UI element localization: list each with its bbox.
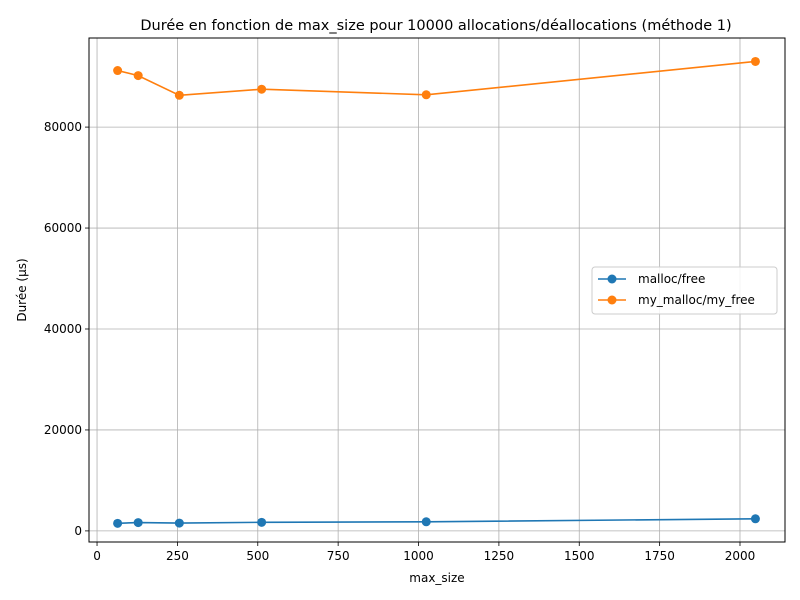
- legend-marker: [607, 274, 617, 284]
- x-tick-label: 2000: [725, 549, 756, 563]
- data-point: [113, 66, 123, 76]
- data-point: [421, 90, 431, 100]
- data-point: [257, 517, 267, 527]
- y-tick-label: 0: [74, 524, 82, 538]
- y-tick-label: 40000: [44, 322, 82, 336]
- y-tick-label: 60000: [44, 221, 82, 235]
- data-point: [750, 56, 760, 66]
- data-point: [257, 84, 267, 94]
- x-tick-label: 1000: [403, 549, 434, 563]
- data-point: [421, 517, 431, 527]
- series-my-malloc-my-free: [113, 56, 760, 100]
- plot-frame: [88, 37, 786, 543]
- legend-label: malloc/free: [638, 272, 705, 286]
- x-tick-label: 750: [327, 549, 350, 563]
- y-axis-ticks: 0 20000 40000 60000 80000: [44, 120, 89, 538]
- legend-box: [591, 266, 778, 315]
- y-tick-label: 20000: [44, 423, 82, 437]
- x-tick-label: 1250: [484, 549, 515, 563]
- x-tick-label: 1750: [644, 549, 675, 563]
- legend: malloc/free my_malloc/my_free: [591, 266, 778, 315]
- legend-marker: [607, 295, 617, 305]
- data-point: [750, 514, 760, 524]
- x-tick-label: 500: [246, 549, 269, 563]
- data-point: [174, 518, 184, 528]
- data-point: [174, 90, 184, 100]
- x-axis-label: max_size: [409, 571, 464, 585]
- x-tick-label: 0: [93, 549, 101, 563]
- plot-series: [113, 56, 760, 528]
- x-axis-ticks: 0 250 500 750 1000 1250 1500 1750 2000: [93, 542, 755, 563]
- data-point: [133, 71, 143, 81]
- y-tick-label: 80000: [44, 120, 82, 134]
- y-axis-label: Durée (µs): [15, 258, 29, 321]
- chart-title: Durée en fonction de max_size pour 10000…: [140, 18, 731, 34]
- x-tick-label: 250: [166, 549, 189, 563]
- x-tick-label: 1500: [564, 549, 595, 563]
- grid: [89, 38, 785, 542]
- data-point: [113, 518, 123, 528]
- series-malloc-free: [113, 514, 760, 528]
- data-point: [133, 518, 143, 528]
- legend-label: my_malloc/my_free: [638, 293, 755, 307]
